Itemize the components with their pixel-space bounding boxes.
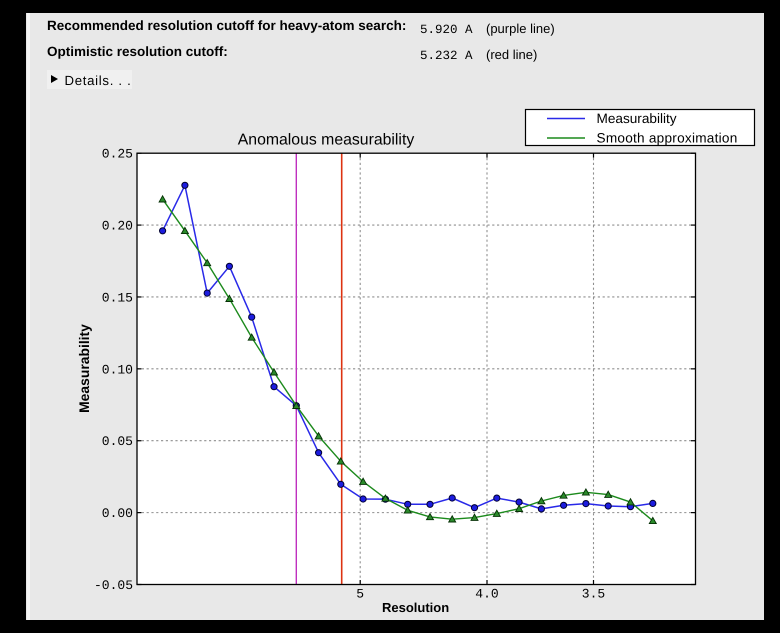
svg-text:-0.05: -0.05 [94,578,133,593]
svg-text:0.15: 0.15 [102,291,133,306]
svg-text:Measurability: Measurability [597,111,677,126]
svg-text:Smooth approximation: Smooth approximation [597,131,738,146]
svg-text:Measurability: Measurability [76,324,92,413]
svg-text:0.00: 0.00 [102,506,133,521]
svg-text:0.05: 0.05 [102,434,133,449]
svg-text:Resolution: Resolution [382,600,449,615]
svg-text:Anomalous measurability: Anomalous measurability [238,132,415,149]
svg-text:5: 5 [356,587,364,602]
svg-text:0.25: 0.25 [102,147,133,162]
svg-text:3.5: 3.5 [582,587,605,602]
svg-text:0.20: 0.20 [102,219,133,234]
svg-text:4.0: 4.0 [475,587,498,602]
svg-text:0.10: 0.10 [102,362,133,377]
